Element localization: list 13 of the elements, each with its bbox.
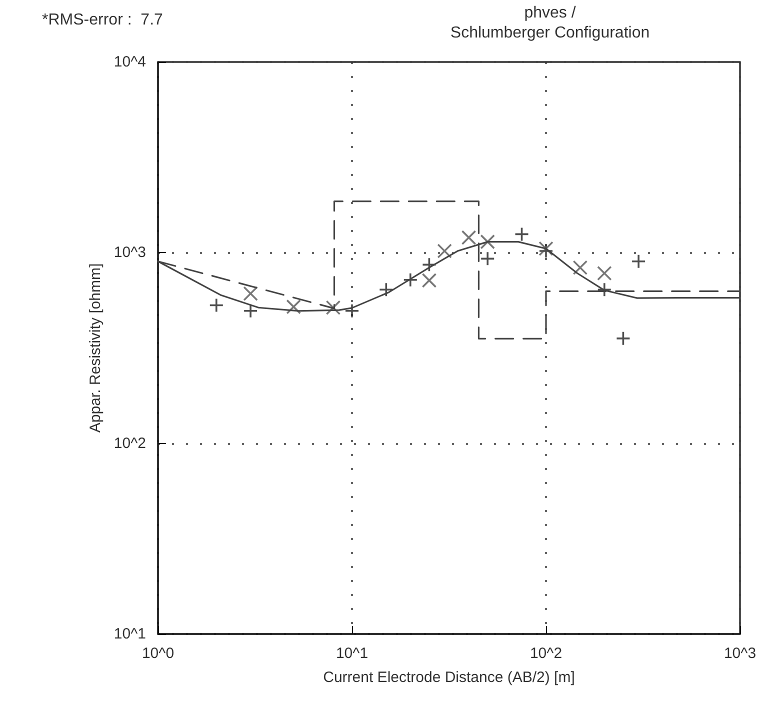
y-tick-label: 10^2 [114, 434, 146, 452]
chart-subtitle: Schlumberger Configuration [450, 24, 650, 42]
y-tick-label: 10^3 [114, 244, 146, 262]
y-axis-title: Appar. Resistivity [ohmm] [87, 263, 104, 433]
x-tick-label: 10^1 [336, 645, 368, 662]
y-tick-label: 10^4 [114, 54, 146, 70]
y-tick-label: 10^1 [114, 626, 146, 642]
chart-title: phves / [524, 4, 576, 22]
x-tick-label: 10^3 [724, 645, 756, 662]
text: *RMS-error : 7.7 [42, 12, 164, 28]
x-axis-title: Current Electrode Distance (AB/2) [m] [323, 669, 575, 686]
x-tick-label: 10^0 [142, 645, 174, 662]
x-tick-label: 10^2 [530, 645, 562, 662]
